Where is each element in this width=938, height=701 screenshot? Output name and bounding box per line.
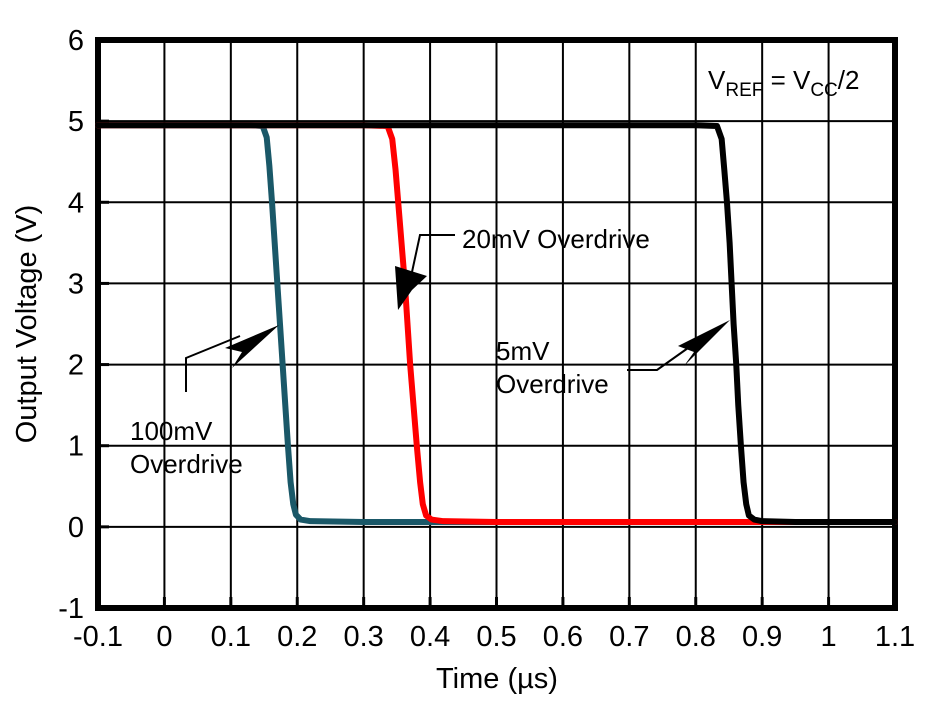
data-series-group [95,122,898,525]
x-tick-label: 0.6 [543,621,583,653]
x-tick-label: 0.1 [211,621,251,653]
label-100mv-line2: Overdrive [130,449,243,479]
vcc-sub-glyph: CC [810,80,837,101]
x-tick-label: 0.2 [277,621,317,653]
x-tick-label: -0.1 [73,621,123,653]
vref-annotation: VREF = VCC/2 [708,65,859,101]
y-tick-label: -1 [58,593,84,625]
y-axis-ticks [98,38,109,610]
arrowhead-20mv [395,266,427,310]
grid-lines [98,40,895,608]
series-line [95,122,898,525]
y-tick-label: 3 [68,268,84,300]
x-tick-label: 0.7 [609,621,649,653]
vcc-div-glyph: /2 [838,65,860,95]
x-tick-label: 0.8 [676,621,716,653]
y-tick-label: 0 [68,512,84,544]
y-axis-tick-labels: -1 0 1 2 3 4 5 6 [58,25,84,625]
vref-sub-glyph: REF [725,80,763,101]
x-tick-label: 1 [821,621,837,653]
label-100mv-line1: 100mV [130,416,213,446]
annotation-5mv-overdrive: 5mV Overdrive [496,320,730,399]
leader-line-20mv [411,234,455,273]
x-axis-ticks [96,597,897,608]
annotation-20mv-overdrive: 20mV Overdrive [395,224,650,310]
x-tick-label: 0.9 [742,621,782,653]
x-axis-tick-labels: -0.1 0 0.1 0.2 0.3 0.4 0.5 0.6 0.7 0.8 0.9 1 1.1 [73,621,915,653]
y-tick-label: 6 [68,25,84,57]
y-tick-label: 1 [68,431,84,463]
x-tick-label: 1.1 [875,621,915,653]
leader-line-5mv [627,347,689,371]
arrowhead-5mv [678,320,730,366]
vref-annotation-text: VREF = VCC/2 [708,65,859,101]
y-axis-title: Output Voltage (V) [11,205,43,444]
vref-eq-glyph: = V [763,65,811,95]
label-5mv-line1: 5mV [496,336,550,366]
x-tick-label: 0.4 [410,621,450,653]
y-tick-label: 4 [68,187,84,219]
x-axis-title: Time (µs) [436,663,558,695]
vref-v-glyph: V [708,65,726,95]
y-tick-label: 5 [68,106,84,138]
arrowhead-100mv [225,325,279,368]
x-tick-label: 0 [156,621,172,653]
x-tick-label: 0.3 [344,621,384,653]
label-20mv-line1: 20mV Overdrive [462,224,650,254]
y-tick-label: 2 [68,350,84,382]
label-5mv-line2: Overdrive [496,369,609,399]
annotation-100mv-overdrive: 100mV Overdrive [130,325,279,479]
leader-line-100mv [185,335,241,392]
x-tick-label: 0.5 [476,621,516,653]
